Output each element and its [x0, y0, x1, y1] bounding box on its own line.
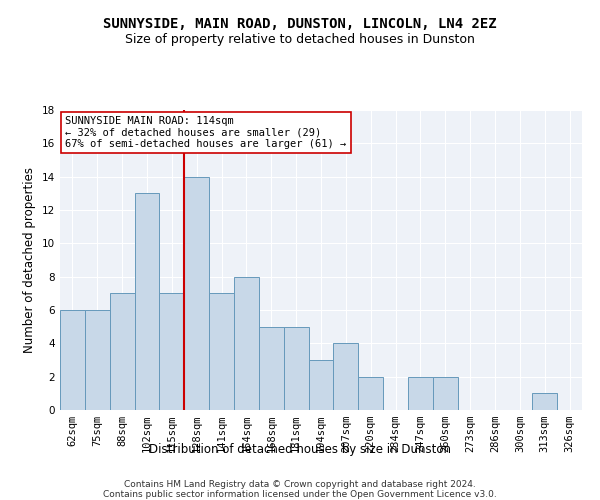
Bar — [284, 326, 308, 410]
Text: Distribution of detached houses by size in Dunston: Distribution of detached houses by size … — [149, 442, 451, 456]
Bar — [209, 294, 234, 410]
Bar — [334, 344, 358, 410]
Text: Contains HM Land Registry data © Crown copyright and database right 2024.
Contai: Contains HM Land Registry data © Crown c… — [103, 480, 497, 500]
Bar — [160, 294, 184, 410]
Bar — [408, 376, 433, 410]
Bar — [259, 326, 284, 410]
Y-axis label: Number of detached properties: Number of detached properties — [23, 167, 37, 353]
Bar — [532, 394, 557, 410]
Bar — [308, 360, 334, 410]
Bar — [358, 376, 383, 410]
Text: SUNNYSIDE, MAIN ROAD, DUNSTON, LINCOLN, LN4 2EZ: SUNNYSIDE, MAIN ROAD, DUNSTON, LINCOLN, … — [103, 18, 497, 32]
Bar — [60, 310, 85, 410]
Bar — [433, 376, 458, 410]
Bar — [184, 176, 209, 410]
Text: SUNNYSIDE MAIN ROAD: 114sqm
← 32% of detached houses are smaller (29)
67% of sem: SUNNYSIDE MAIN ROAD: 114sqm ← 32% of det… — [65, 116, 346, 149]
Bar — [110, 294, 134, 410]
Text: Size of property relative to detached houses in Dunston: Size of property relative to detached ho… — [125, 32, 475, 46]
Bar — [85, 310, 110, 410]
Bar — [134, 194, 160, 410]
Bar — [234, 276, 259, 410]
